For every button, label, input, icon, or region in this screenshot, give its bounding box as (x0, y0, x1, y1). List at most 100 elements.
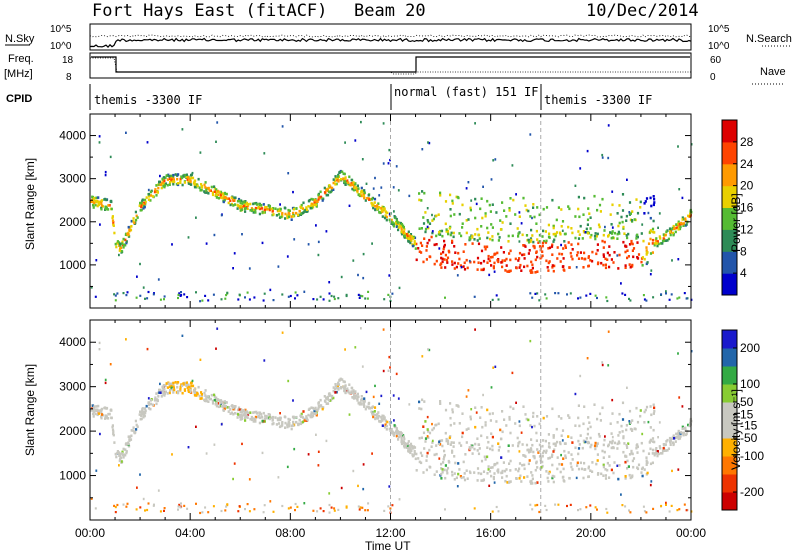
velocity-cell (396, 432, 399, 435)
velocity-cell (441, 444, 444, 448)
velocity-near-range (263, 504, 266, 507)
nsky-trace (89, 37, 692, 48)
velocity-near-range (333, 507, 336, 510)
power-cell (574, 236, 577, 240)
power-cell (574, 215, 577, 218)
velocity-cell (487, 465, 490, 468)
power-cell (562, 247, 565, 250)
power-cell (439, 194, 442, 197)
cpid-segment-1: themis -3300 IF (94, 93, 202, 107)
power-speckle (98, 141, 101, 144)
power-cell (625, 214, 628, 218)
power-cell (421, 190, 424, 193)
velocity-speckle (574, 392, 577, 396)
power-cell (611, 203, 614, 207)
velocity-cell (577, 439, 580, 443)
power-cell (677, 220, 680, 224)
power-cell (441, 260, 444, 264)
power-cell (172, 178, 175, 181)
power-cell (571, 257, 574, 261)
power-cell (96, 204, 99, 208)
velocity-near-range (642, 505, 645, 508)
velocity-cell (626, 467, 629, 470)
velocity-cell (435, 423, 438, 427)
velocity-cell (596, 459, 599, 462)
power-speckle (657, 226, 659, 229)
power-cell (317, 193, 320, 197)
power-cell (238, 199, 241, 203)
velocity-cell (133, 430, 136, 434)
velocity-cell (362, 403, 366, 406)
power-near-range (220, 298, 223, 301)
velocity-cell (352, 391, 355, 395)
velocity-speckle (287, 379, 290, 383)
velocity-cell (491, 466, 494, 469)
power-cell (467, 218, 470, 221)
colorbar-tick-label: 28 (740, 135, 754, 149)
velocity-cell (278, 425, 282, 429)
power-cell (636, 233, 639, 237)
velocity-speckle (98, 348, 101, 351)
velocity-cell (252, 411, 255, 414)
colorbar-segment (722, 207, 737, 230)
velocity-cell (332, 389, 335, 393)
velocity-cell (490, 474, 493, 478)
power-cell (607, 233, 610, 237)
velocity-cell (100, 411, 103, 414)
velocity-speckle (317, 450, 320, 453)
power-cell (453, 267, 456, 270)
power-near-range (281, 293, 284, 296)
colorbar-tick-label: 16 (740, 201, 754, 215)
velocity-cell (582, 422, 585, 426)
power-cell (215, 188, 218, 191)
velocity-cell (357, 395, 360, 399)
power-cell (571, 231, 574, 235)
velocity-speckle (475, 411, 478, 414)
power-cell (356, 184, 359, 188)
velocity-cell (91, 404, 95, 407)
power-cell (631, 242, 634, 246)
power-cell (595, 234, 598, 238)
power-cell (455, 195, 458, 199)
velocity-cell (523, 467, 526, 471)
velocity-cell (431, 428, 434, 432)
velocity-near-range (253, 508, 256, 511)
velocity-cell (311, 406, 315, 410)
velocity-cell (577, 447, 581, 450)
velocity-near-range (538, 510, 541, 514)
power-cell (683, 217, 686, 221)
velocity-cell (356, 399, 359, 402)
velocity-cell (457, 472, 460, 476)
power-speckle (287, 172, 290, 175)
velocity-cell (258, 412, 261, 415)
power-cell (200, 183, 203, 186)
power-cell (183, 174, 187, 177)
freq-label-2: [MHz] (4, 68, 33, 80)
colorbar-tick-label: -15 (740, 418, 758, 432)
velocity-cell (456, 404, 459, 407)
power-cell (129, 225, 132, 229)
velocity-cell (529, 447, 533, 450)
velocity-near-range (596, 508, 598, 511)
power-cell (471, 242, 474, 245)
power-cell (427, 220, 430, 224)
power-cell (469, 237, 472, 241)
velocity-cell (490, 466, 493, 469)
velocity-cell (236, 416, 239, 419)
power-cell (546, 266, 549, 269)
velocity-cell (521, 463, 524, 467)
velocity-cell (164, 384, 167, 387)
velocity-speckle (678, 396, 681, 399)
power-cell (459, 264, 462, 267)
power-cell (457, 251, 460, 255)
power-cell (135, 214, 138, 218)
velocity-cell (551, 407, 554, 411)
power-cell (435, 214, 438, 218)
power-cell (664, 233, 667, 237)
velocity-near-range (177, 505, 180, 508)
power-cell (130, 219, 133, 223)
power-cell (641, 264, 644, 267)
velocity-cell (400, 432, 404, 435)
velocity-cell (480, 472, 483, 476)
velocity-cell (128, 438, 131, 441)
